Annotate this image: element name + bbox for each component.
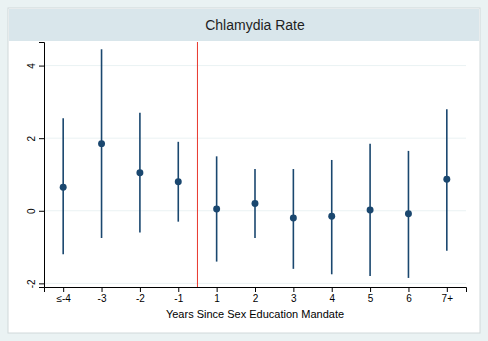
marks [60, 42, 451, 287]
y-axis: -2 0 2 4 [26, 43, 45, 289]
point [175, 178, 182, 185]
x-tick-label: ≤-4 [56, 293, 71, 304]
y-tick-label: -2 [26, 279, 37, 288]
point [60, 184, 67, 191]
grid-line [44, 283, 466, 284]
x-tick-mark [255, 287, 256, 292]
grid-line [44, 65, 466, 66]
y-tick: 0 [26, 208, 44, 214]
y-tick: 2 [26, 135, 44, 141]
graph-region [8, 8, 480, 333]
y-tick: -2 [26, 279, 44, 288]
x-tick-mark [178, 287, 179, 292]
point [367, 207, 374, 214]
x-tick-label: 6 [406, 293, 412, 304]
y-tick-label: 4 [26, 63, 37, 69]
y-tick-mark [39, 283, 44, 284]
y-tick-mark [39, 211, 44, 212]
point [290, 215, 297, 222]
chart: -2 0 2 4 ≤-4 -3 -2 -1 1 2 3 4 5 6 7+ Chlamydia Rate Year… [0, 0, 488, 341]
x-tick: 6 [406, 287, 412, 304]
x-tick: 3 [291, 287, 297, 304]
x-tick: 5 [368, 287, 374, 304]
x-axis-title: Years Since Sex Education Mandate [166, 308, 344, 320]
title-band [9, 9, 479, 41]
x-tick-mark [63, 287, 64, 292]
y-tick-label: 2 [26, 135, 37, 141]
y-tick-mark [39, 138, 44, 139]
x-axis: ≤-4 -3 -2 -1 1 2 3 4 5 6 7+ [45, 287, 467, 304]
x-tick: -3 [98, 287, 107, 304]
x-tick-mark [140, 287, 141, 292]
x-tick-mark [102, 287, 103, 292]
x-tick: 7+ [442, 287, 454, 304]
point [443, 176, 450, 183]
y-axis-line [39, 43, 45, 288]
x-tick-mark [332, 287, 333, 292]
point [98, 140, 105, 147]
x-tick-mark [408, 287, 409, 292]
x-tick-label: 7+ [442, 293, 454, 304]
y-tick: 4 [26, 63, 44, 69]
x-tick: 1 [214, 287, 220, 304]
x-axis-line [45, 288, 467, 293]
x-tick-label: 3 [291, 293, 297, 304]
grid-line [44, 138, 466, 139]
x-tick-mark [447, 287, 448, 292]
plot-area [44, 42, 466, 287]
grid [44, 66, 466, 284]
x-tick-label: -2 [136, 293, 145, 304]
x-tick: 2 [253, 287, 259, 304]
y-tick-label: 0 [26, 208, 37, 214]
x-tick-label: 2 [253, 293, 259, 304]
point [136, 169, 143, 176]
point [405, 210, 412, 217]
point [252, 200, 259, 207]
reference-line [197, 42, 198, 287]
title: Chlamydia Rate [205, 17, 305, 33]
point [328, 213, 335, 220]
x-tick: -1 [174, 287, 183, 304]
y-tick-mark [39, 66, 44, 67]
x-tick-mark [370, 287, 371, 292]
x-tick-mark [217, 287, 218, 292]
background [0, 0, 488, 341]
x-tick-label: 1 [214, 293, 220, 304]
x-tick-label: 4 [329, 293, 335, 304]
x-tick: -2 [136, 287, 145, 304]
x-tick-label: 5 [368, 293, 374, 304]
x-tick: ≤-4 [56, 287, 71, 304]
x-tick-mark [293, 287, 294, 292]
x-tick-label: -3 [98, 293, 107, 304]
x-tick: 4 [329, 287, 335, 304]
x-tick-label: -1 [174, 293, 183, 304]
point [213, 205, 220, 212]
